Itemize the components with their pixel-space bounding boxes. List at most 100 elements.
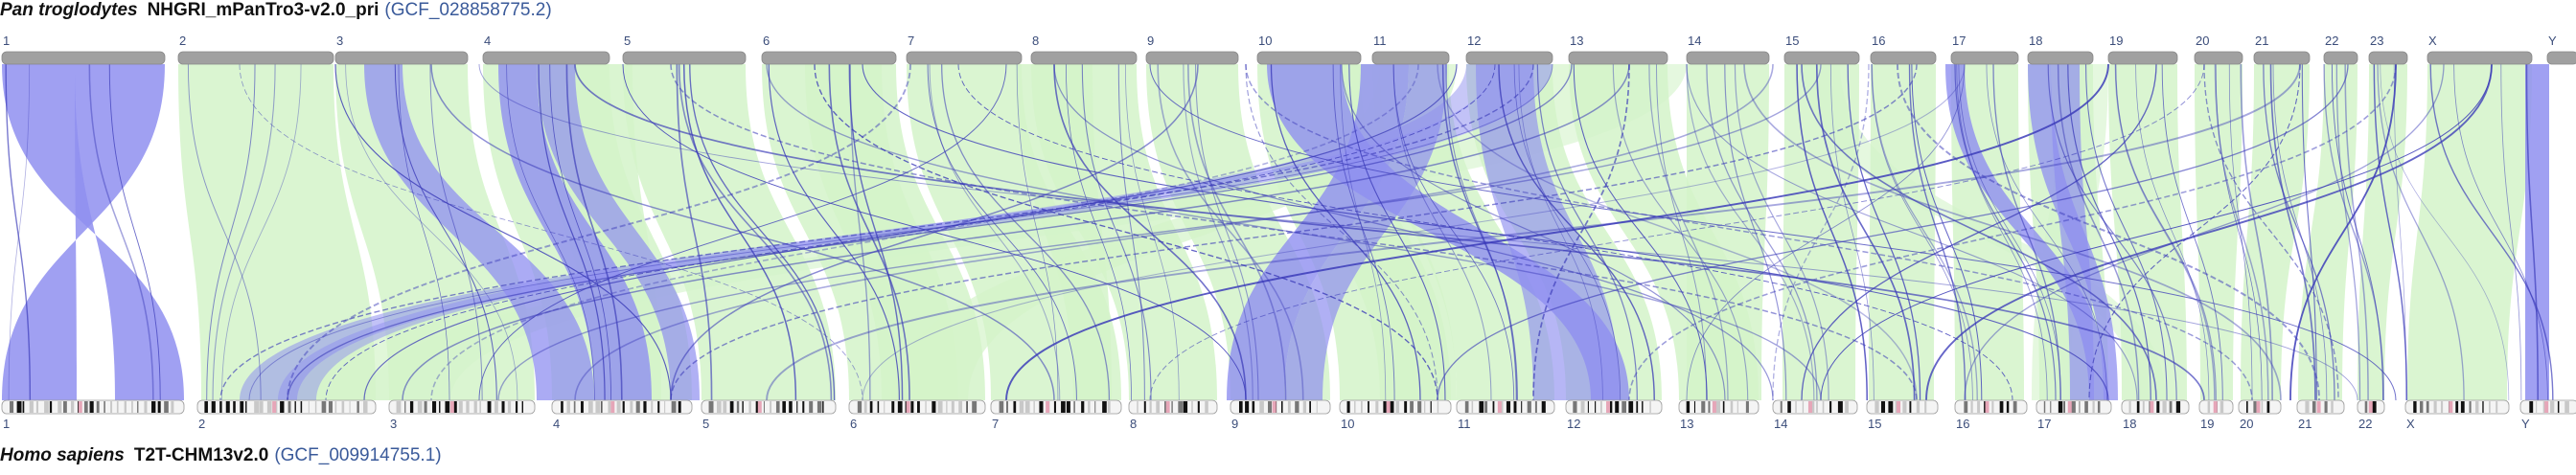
bottom-chromosome-20[interactable] xyxy=(2238,399,2282,415)
top-chromosome-Y[interactable] xyxy=(2546,51,2576,65)
thin-link xyxy=(402,63,1630,401)
cytoband xyxy=(2079,401,2081,413)
bottom-chromosome-15[interactable] xyxy=(1866,399,1939,415)
bottom-chromosome-X[interactable] xyxy=(2404,399,2510,415)
top-chromosome-14[interactable] xyxy=(1686,51,1770,65)
cytoband xyxy=(877,401,880,413)
top-assembly-label: Pan troglodytes NHGRI_mPanTro3-v2.0_pri (G… xyxy=(0,0,552,21)
top-chromosome-17[interactable] xyxy=(1950,51,2019,65)
cytoband xyxy=(1383,401,1387,413)
top-assembly-accession[interactable]: (GCF_028858775.2) xyxy=(384,0,552,20)
cytoband xyxy=(657,401,660,413)
top-chromosome-18[interactable] xyxy=(2027,51,2094,65)
cytoband xyxy=(1013,401,1017,413)
bottom-assembly-accession[interactable]: (GCF_009914755.1) xyxy=(274,445,442,465)
cytoband xyxy=(822,401,824,413)
bottom-chromosome-10[interactable] xyxy=(1339,399,1452,415)
bottom-chromosome-13[interactable] xyxy=(1678,399,1760,415)
purple-band xyxy=(498,64,652,400)
thin-link xyxy=(1195,63,1259,401)
bottom-chromosome-19[interactable] xyxy=(2198,399,2234,415)
top-chromosome-5[interactable] xyxy=(622,51,747,65)
thin-link xyxy=(1911,63,1983,401)
top-chromosome-11[interactable] xyxy=(1371,51,1450,65)
bottom-chromosome-18[interactable] xyxy=(2121,399,2190,415)
top-chromosome-6[interactable] xyxy=(761,51,897,65)
thin-link xyxy=(2377,63,2465,401)
top-chromosome-21[interactable] xyxy=(2253,51,2311,65)
thin-link xyxy=(2272,63,2328,401)
green-band xyxy=(2241,64,2310,400)
cytoband xyxy=(1534,401,1537,413)
thin-link xyxy=(1124,63,1180,401)
top-chromosome-1[interactable] xyxy=(1,51,166,65)
cytoband xyxy=(1822,401,1825,413)
bottom-chromosome-body xyxy=(1456,399,1555,415)
top-chromosome-X[interactable] xyxy=(2426,51,2533,65)
bottom-chromosome-5[interactable] xyxy=(701,399,837,415)
bottom-chromosome-ideograms[interactable]: 1 2 3 4 5 6 7 8 9 10 11 12 13 14 15 16 17 18 19 20 21 22 X Y xyxy=(1,399,2576,431)
bottom-chromosome-3[interactable] xyxy=(388,399,536,415)
centromere xyxy=(1712,401,1716,413)
bottom-chromosome-16[interactable] xyxy=(1954,399,2028,415)
cytoband xyxy=(1033,401,1035,413)
bottom-chromosome-7[interactable] xyxy=(990,399,1122,415)
bottom-chromosome-1[interactable] xyxy=(1,399,185,415)
cytoband xyxy=(1701,401,1706,413)
cytoband xyxy=(2149,401,2150,413)
top-chromosome-13[interactable] xyxy=(1568,51,1668,65)
bottom-chromosome-8[interactable] xyxy=(1128,399,1218,415)
top-chromosome-ideograms[interactable]: 1 2 3 4 5 6 7 8 9 10 11 12 13 14 15 16 17 18 19 20 21 22 23 X Y xyxy=(1,34,2576,65)
cytoband xyxy=(314,401,317,413)
cytoband xyxy=(1287,401,1291,413)
cytoband xyxy=(494,401,498,413)
top-chromosome-label: 1 xyxy=(3,34,10,48)
top-chromosome-7[interactable] xyxy=(906,51,1023,65)
cytoband xyxy=(417,401,423,413)
cytoband xyxy=(211,401,216,413)
cytoband xyxy=(1395,401,1400,413)
top-chromosome-9[interactable] xyxy=(1145,51,1239,65)
bottom-chromosome-14[interactable] xyxy=(1772,399,1858,415)
thin-link xyxy=(2114,63,2216,401)
bottom-chromosome-2[interactable] xyxy=(196,399,377,415)
cytoband xyxy=(1693,401,1696,413)
top-chromosome-8[interactable] xyxy=(1030,51,1138,65)
thin-link xyxy=(1908,63,1966,401)
top-chromosome-16[interactable] xyxy=(1870,51,1937,65)
bottom-chromosome-4[interactable] xyxy=(551,399,693,415)
top-chromosome-3[interactable] xyxy=(334,51,469,65)
top-chromosome-23[interactable] xyxy=(2368,51,2408,65)
cytoband xyxy=(2469,401,2472,413)
cytoband xyxy=(2536,401,2538,413)
bottom-chromosome-label: 4 xyxy=(553,417,560,431)
top-chromosome-15[interactable] xyxy=(1783,51,1860,65)
top-chromosome-label: 16 xyxy=(1872,34,1885,48)
bottom-chromosome-6[interactable] xyxy=(848,399,986,415)
cytoband xyxy=(884,401,886,413)
bottom-chromosome-9[interactable] xyxy=(1230,399,1331,415)
cytoband xyxy=(1730,401,1734,413)
centromere xyxy=(78,401,82,413)
top-chromosome-20[interactable] xyxy=(2194,51,2243,65)
top-chromosome-2[interactable] xyxy=(177,51,334,65)
thin-link xyxy=(5,63,32,401)
top-chromosome-4[interactable] xyxy=(482,51,610,65)
cytoband xyxy=(1492,401,1495,413)
bottom-chromosome-22[interactable] xyxy=(2357,399,2385,415)
top-chromosome-19[interactable] xyxy=(2107,51,2178,65)
cytoband xyxy=(424,401,427,413)
bottom-chromosome-12[interactable] xyxy=(1565,399,1663,415)
top-chromosome-12[interactable] xyxy=(1465,51,1553,65)
cytoband xyxy=(1780,401,1782,413)
thin-link xyxy=(814,63,1438,401)
top-chromosome-10[interactable] xyxy=(1256,51,1362,65)
bottom-chromosome-11[interactable] xyxy=(1456,399,1555,415)
cytoband xyxy=(349,401,351,413)
top-chromosome-22[interactable] xyxy=(2323,51,2358,65)
bottom-chromosome-Y[interactable] xyxy=(2519,399,2576,415)
bottom-chromosome-21[interactable] xyxy=(2296,399,2345,415)
bottom-chromosome-17[interactable] xyxy=(2036,399,2112,415)
thin-link xyxy=(1829,63,1874,401)
